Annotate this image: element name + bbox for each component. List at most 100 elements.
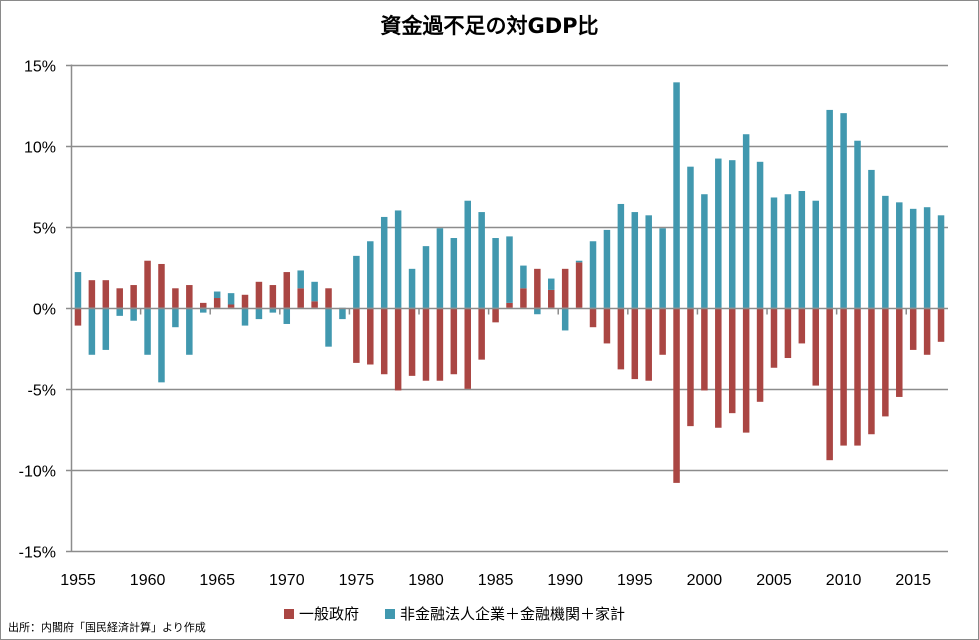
bar-private-2014 [896,202,903,308]
bar-government-1999 [687,307,694,427]
bar-private-2008 [812,200,819,308]
bar-private-1955 [74,272,82,308]
bar-private-1973 [325,307,332,347]
y-tick-label: 5% [33,221,56,238]
bar-private-2002 [728,160,736,308]
bar-government-1982 [450,307,458,375]
bar-private-1977 [380,216,388,308]
bar-private-2015 [909,208,917,308]
legend-swatch-private [385,608,396,619]
bar-government-1959 [130,285,137,308]
bar-government-1971 [297,288,304,308]
bar-private-1991 [575,260,583,263]
y-tick-label: -5% [28,383,56,400]
bar-government-2006 [784,307,792,359]
bar-private-1981 [436,228,444,308]
bar-government-2013 [882,307,889,417]
bar-government-1986 [506,302,513,308]
x-tick-label: 2015 [895,572,931,589]
bar-government-1969 [269,285,277,308]
bar-private-1983 [464,200,471,308]
bar-private-2006 [784,194,792,308]
bar-government-2016 [923,307,931,355]
bar-private-1992 [589,241,597,308]
bar-private-2005 [770,197,778,308]
bar-private-1990 [561,307,569,331]
bar-private-1966 [227,293,235,305]
x-tick-label: 1955 [60,572,96,589]
bar-government-1985 [492,307,499,323]
bar-government-2005 [770,307,778,368]
bar-private-1971 [297,270,304,289]
bar-private-1980 [422,246,430,308]
bar-private-1998 [673,82,680,308]
bar-government-1958 [116,288,123,308]
bar-private-1958 [116,307,123,316]
bar-private-2010 [840,113,847,308]
bar-government-2003 [742,307,750,433]
bar-government-1990 [561,268,569,308]
bar-government-1957 [102,280,110,308]
bar-government-1988 [534,268,541,308]
bar-private-2000 [701,194,708,308]
axes [66,64,948,552]
bar-government-2008 [812,307,819,386]
bar-government-2017 [937,307,945,342]
legend-swatch-government [284,608,294,619]
bar-government-2011 [854,307,861,446]
bar-private-2013 [882,195,889,308]
bar-private-1997 [659,228,666,308]
source-note: 出所：内閣府「国民経済計算」より作成 [8,621,206,634]
legend-label-private: 非金融法人企業＋金融機関＋家計 [400,605,626,623]
legend-item-government: 一般政府 [284,603,359,624]
bar-private-1956 [88,307,96,355]
bar-government-1989 [548,289,555,308]
bar-private-2001 [715,158,722,308]
bar-government-1960 [144,260,151,308]
bar-government-1970 [283,272,291,308]
bar-private-1964 [200,307,207,313]
bar-private-1962 [172,307,179,328]
bar-government-1968 [255,281,263,308]
chart-title: 資金過不足の対GDP比 [380,14,599,38]
bar-private-1993 [603,229,611,308]
bar-private-2016 [923,207,931,308]
bar-government-1991 [575,262,583,308]
bar-private-1988 [534,307,541,315]
bar-private-1969 [269,307,277,313]
bar-government-2000 [701,307,708,391]
bar-private-1976 [367,241,374,308]
bar-private-1974 [339,307,346,320]
bar-government-1980 [422,307,430,381]
bar-government-1956 [88,280,96,308]
bar-private-1996 [645,215,652,308]
bar-private-1963 [186,307,193,355]
bar-private-1982 [450,238,458,308]
bar-government-1967 [241,294,249,308]
bar-private-1957 [102,307,110,350]
bar-government-2012 [868,307,875,435]
legend-label-government: 一般政府 [299,605,360,623]
bar-private-1985 [492,238,499,308]
bar-government-1966 [227,304,235,308]
bar-private-1999 [687,166,694,308]
bar-private-1994 [617,203,625,308]
bar-government-2014 [896,307,903,397]
bar-government-2004 [756,307,764,402]
bar-private-1970 [283,307,291,324]
bar-private-1965 [213,291,221,299]
bar-private-1984 [478,212,485,308]
bars [74,82,945,483]
bar-private-1986 [506,236,513,303]
y-tick-label: 10% [24,140,56,157]
bar-government-1963 [186,285,193,308]
x-tick-label: 1975 [339,572,375,589]
bar-government-1993 [603,307,611,344]
x-tick-label: 2005 [756,572,792,589]
bar-private-1987 [520,265,527,289]
bar-government-1983 [464,307,471,389]
x-tick-label: 1960 [130,572,166,589]
y-tick-label: -15% [19,545,56,562]
bar-government-1975 [353,307,360,363]
